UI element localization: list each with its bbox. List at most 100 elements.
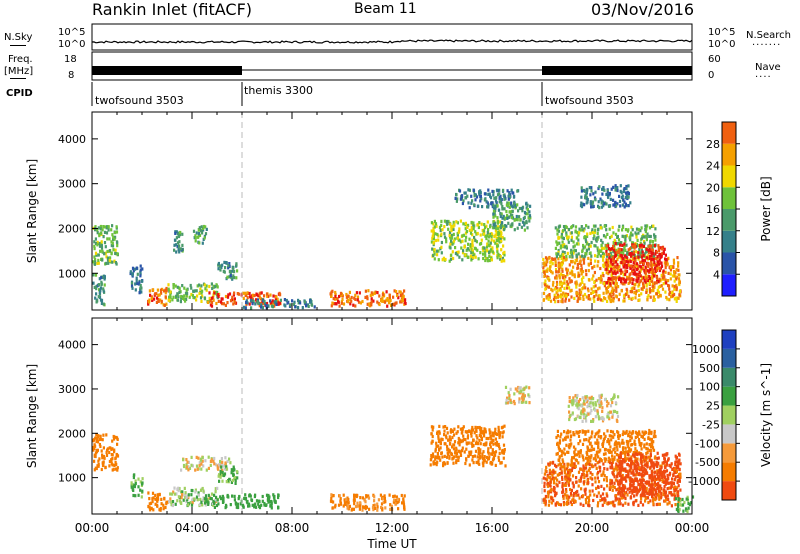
- data-cell: [616, 234, 619, 239]
- data-cell: [596, 246, 599, 250]
- data-cell: [96, 228, 99, 232]
- data-cell: [480, 434, 483, 438]
- data-cell: [581, 473, 584, 477]
- data-cell: [657, 280, 660, 284]
- data-cell: [546, 478, 549, 482]
- data-cell: [623, 245, 626, 249]
- data-cell: [147, 491, 150, 495]
- data-cell: [389, 507, 392, 511]
- data-cell: [476, 248, 479, 252]
- data-cell: [452, 239, 456, 243]
- data-cell: [495, 201, 498, 205]
- data-cell: [570, 462, 573, 466]
- data-cell: [491, 450, 494, 454]
- data-cell: [629, 266, 632, 270]
- data-cell: [575, 493, 578, 497]
- data-cell: [446, 461, 449, 465]
- data-cell: [669, 481, 672, 485]
- data-cell: [621, 225, 625, 229]
- data-cell: [329, 499, 333, 503]
- data-cell: [115, 240, 119, 244]
- data-cell: [443, 225, 446, 229]
- data-cell: [440, 219, 443, 223]
- data-cell: [190, 463, 193, 467]
- data-cell: [477, 225, 480, 230]
- data-cell: [381, 497, 384, 501]
- data-cell: [402, 501, 405, 505]
- data-cell: [622, 430, 625, 434]
- data-cell: [609, 299, 612, 303]
- data-cell: [572, 455, 575, 460]
- data-cell: [185, 500, 188, 504]
- data-cell: [595, 236, 598, 240]
- data-cell: [589, 297, 592, 301]
- data-cell: [500, 231, 503, 235]
- data-cell: [465, 458, 468, 462]
- data-cell: [579, 255, 582, 259]
- data-cell: [594, 190, 597, 194]
- data-cell: [631, 233, 634, 237]
- data-cell: [356, 298, 359, 302]
- data-cell: [661, 479, 664, 483]
- data-cell: [555, 280, 559, 284]
- data-cell: [650, 263, 653, 267]
- data-cell: [395, 495, 398, 499]
- data-cell: [613, 433, 616, 437]
- data-cell: [544, 477, 547, 481]
- data-cell: [457, 250, 460, 254]
- data-cell: [379, 493, 382, 497]
- data-cell: [492, 212, 495, 216]
- data-cell: [212, 459, 215, 464]
- data-cell: [503, 228, 506, 232]
- data-cell: [202, 489, 205, 493]
- data-cell: [523, 221, 526, 225]
- data-cell: [459, 427, 462, 431]
- data-cell: [185, 294, 188, 298]
- data-cell: [358, 291, 361, 295]
- data-cell: [160, 497, 163, 501]
- data-cell: [596, 461, 599, 465]
- data-cell: [154, 497, 157, 501]
- y-tick-label: 1000: [58, 267, 86, 280]
- data-cell: [257, 294, 260, 298]
- data-cell: [139, 268, 142, 272]
- data-cell: [507, 203, 510, 207]
- data-cell: [226, 301, 229, 305]
- data-cell: [602, 274, 605, 278]
- data-cell: [603, 284, 606, 288]
- data-cell: [97, 459, 100, 463]
- data-cell: [649, 499, 652, 503]
- data-cell: [454, 251, 457, 256]
- data-cell: [457, 230, 460, 234]
- data-cell: [95, 287, 98, 291]
- data-cell: [671, 274, 674, 278]
- data-cell: [212, 499, 215, 503]
- data-cell: [150, 506, 153, 510]
- data-cell: [215, 283, 218, 287]
- data-cell: [578, 430, 581, 434]
- data-cell: [495, 227, 498, 231]
- data-cell: [392, 500, 395, 504]
- data-cell: [471, 458, 474, 462]
- data-cell: [610, 479, 614, 483]
- data-cell: [678, 289, 681, 294]
- data-cell: [581, 202, 584, 206]
- data-cell: [635, 227, 639, 231]
- data-cell: [490, 201, 493, 205]
- data-cell: [168, 295, 171, 299]
- data-cell: [609, 465, 612, 469]
- data-region: [492, 201, 532, 232]
- data-cell: [332, 297, 335, 301]
- data-cell: [619, 243, 622, 247]
- data-cell: [580, 254, 583, 258]
- data-cell: [594, 456, 597, 460]
- data-cell: [459, 219, 462, 223]
- data-cell: [190, 493, 193, 497]
- data-cell: [97, 440, 100, 444]
- data-cell: [515, 214, 518, 219]
- data-cell: [603, 478, 606, 482]
- data-cell: [646, 298, 649, 302]
- data-cell: [449, 257, 453, 261]
- data-cell: [638, 247, 641, 252]
- data-cell: [476, 232, 479, 236]
